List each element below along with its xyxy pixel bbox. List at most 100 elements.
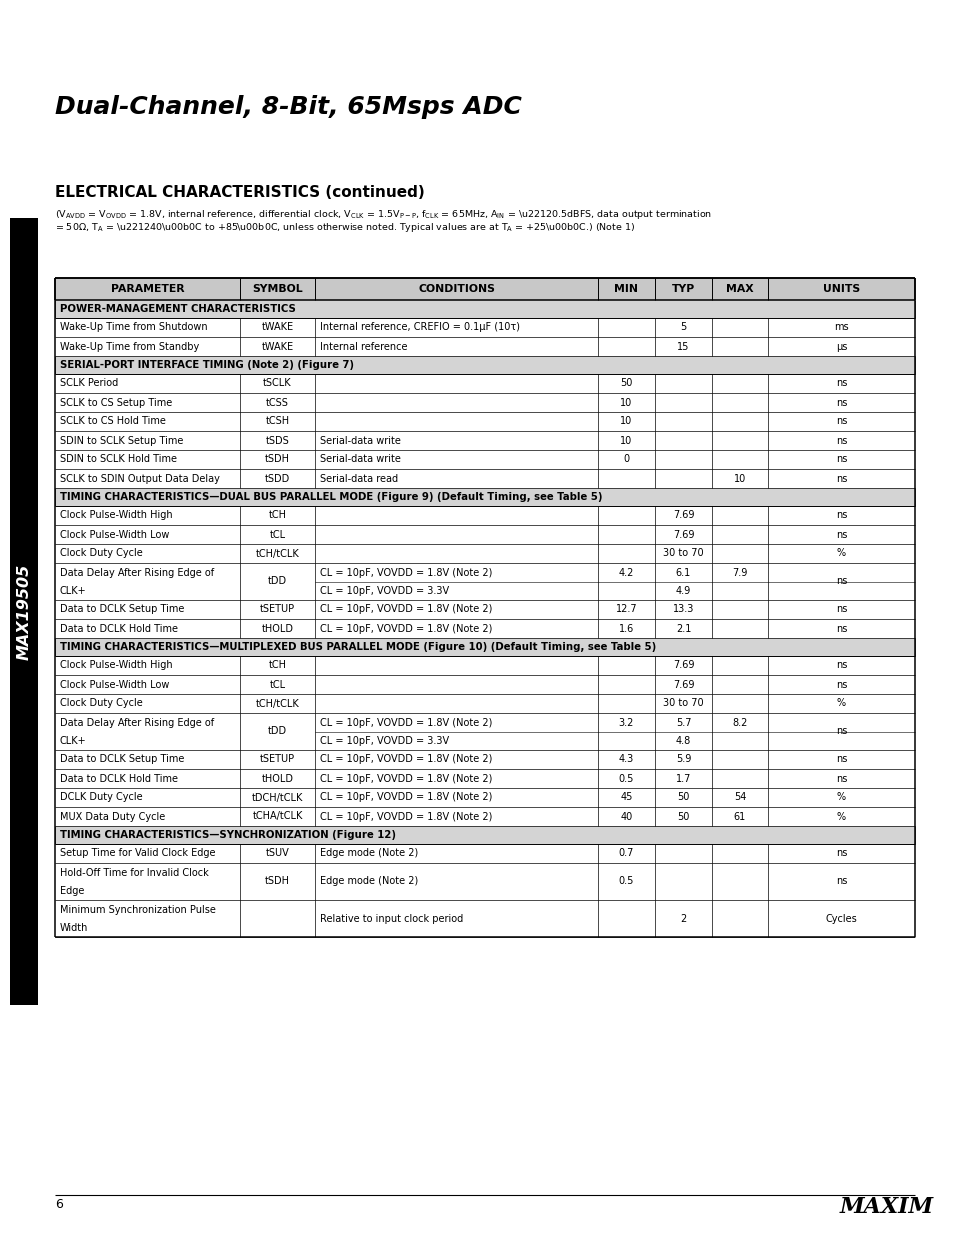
Text: ns: ns [835, 577, 846, 587]
Text: tWAKE: tWAKE [261, 342, 294, 352]
Text: Dual-Channel, 8-Bit, 65Msps ADC: Dual-Channel, 8-Bit, 65Msps ADC [55, 95, 521, 119]
Text: ns: ns [835, 726, 846, 736]
Text: Relative to input clock period: Relative to input clock period [319, 914, 463, 924]
Text: CONDITIONS: CONDITIONS [417, 284, 495, 294]
Text: Wake-Up Time from Standby: Wake-Up Time from Standby [60, 342, 199, 352]
Text: 50: 50 [619, 378, 632, 389]
Text: Edge mode (Note 2): Edge mode (Note 2) [319, 877, 417, 887]
Text: SCLK Period: SCLK Period [60, 378, 118, 389]
Text: 54: 54 [733, 793, 745, 803]
Text: Serial-data write: Serial-data write [319, 436, 400, 446]
Text: tHOLD: tHOLD [261, 773, 294, 783]
Text: CLK+: CLK+ [60, 585, 87, 595]
Text: %: % [836, 548, 845, 558]
Text: Hold-Off Time for Invalid Clock: Hold-Off Time for Invalid Clock [60, 868, 209, 878]
Text: SCLK to CS Setup Time: SCLK to CS Setup Time [60, 398, 172, 408]
Text: ns: ns [835, 773, 846, 783]
Text: 10: 10 [619, 398, 632, 408]
Text: tCL: tCL [269, 530, 285, 540]
Text: tHOLD: tHOLD [261, 624, 294, 634]
Text: 40: 40 [619, 811, 632, 821]
Text: tCL: tCL [269, 679, 285, 689]
Text: Clock Pulse-Width High: Clock Pulse-Width High [60, 661, 172, 671]
Text: Data to DCLK Hold Time: Data to DCLK Hold Time [60, 773, 178, 783]
Text: Wake-Up Time from Shutdown: Wake-Up Time from Shutdown [60, 322, 208, 332]
Text: SDIN to SCLK Hold Time: SDIN to SCLK Hold Time [60, 454, 177, 464]
Text: Clock Duty Cycle: Clock Duty Cycle [60, 548, 143, 558]
Bar [55, 826, 914, 844]
Text: tSDS: tSDS [265, 436, 289, 446]
Text: 4.9: 4.9 [675, 585, 690, 595]
Text: CL = 10pF, VOVDD = 1.8V (Note 2): CL = 10pF, VOVDD = 1.8V (Note 2) [319, 568, 492, 578]
Text: tSETUP: tSETUP [259, 755, 294, 764]
Text: MAXIM: MAXIM [840, 1195, 933, 1218]
Text: %: % [836, 793, 845, 803]
Text: 0.5: 0.5 [618, 877, 634, 887]
Text: SYMBOL: SYMBOL [252, 284, 302, 294]
Text: ns: ns [835, 624, 846, 634]
Text: 10: 10 [619, 436, 632, 446]
Text: 5: 5 [679, 322, 686, 332]
Text: SCLK to SDIN Output Data Delay: SCLK to SDIN Output Data Delay [60, 473, 219, 483]
Text: Width: Width [60, 923, 89, 932]
Text: 12.7: 12.7 [615, 604, 637, 615]
Text: CL = 10pF, VOVDD = 1.8V (Note 2): CL = 10pF, VOVDD = 1.8V (Note 2) [319, 811, 492, 821]
Text: tSDD: tSDD [265, 473, 290, 483]
Text: ns: ns [835, 755, 846, 764]
Text: 5.7: 5.7 [675, 718, 691, 727]
Text: Clock Pulse-Width Low: Clock Pulse-Width Low [60, 530, 170, 540]
Text: TIMING CHARACTERISTICS—SYNCHRONIZATION (Figure 12): TIMING CHARACTERISTICS—SYNCHRONIZATION (… [60, 830, 395, 840]
Text: Data Delay After Rising Edge of: Data Delay After Rising Edge of [60, 568, 213, 578]
Text: 13.3: 13.3 [672, 604, 694, 615]
Text: 1.6: 1.6 [618, 624, 634, 634]
Text: tWAKE: tWAKE [261, 322, 294, 332]
Text: 10: 10 [733, 473, 745, 483]
Text: Minimum Synchronization Pulse: Minimum Synchronization Pulse [60, 905, 215, 915]
Text: tCSH: tCSH [265, 416, 290, 426]
Text: 50: 50 [677, 793, 689, 803]
Text: 2.1: 2.1 [675, 624, 691, 634]
Text: Data Delay After Rising Edge of: Data Delay After Rising Edge of [60, 718, 213, 727]
Text: 1.7: 1.7 [675, 773, 691, 783]
Text: CL = 10pF, VOVDD = 1.8V (Note 2): CL = 10pF, VOVDD = 1.8V (Note 2) [319, 793, 492, 803]
Text: MUX Data Duty Cycle: MUX Data Duty Cycle [60, 811, 165, 821]
Bar [55, 488, 914, 506]
Bar [55, 356, 914, 374]
Text: CL = 10pF, VOVDD = 3.3V: CL = 10pF, VOVDD = 3.3V [319, 585, 449, 595]
Text: 7.69: 7.69 [672, 679, 694, 689]
Text: ns: ns [835, 530, 846, 540]
Text: SCLK to CS Hold Time: SCLK to CS Hold Time [60, 416, 166, 426]
Text: μs: μs [835, 342, 846, 352]
Text: 7.69: 7.69 [672, 510, 694, 520]
Text: tCHA/tCLK: tCHA/tCLK [252, 811, 302, 821]
Text: TIMING CHARACTERISTICS—MULTIPLEXED BUS PARALLEL MODE (Figure 10) (Default Timing: TIMING CHARACTERISTICS—MULTIPLEXED BUS P… [60, 642, 656, 652]
Text: 6: 6 [55, 1198, 63, 1212]
Text: Serial-data write: Serial-data write [319, 454, 400, 464]
Text: 4.2: 4.2 [618, 568, 634, 578]
Text: 0.7: 0.7 [618, 848, 634, 858]
Text: ns: ns [835, 378, 846, 389]
Text: tCH: tCH [268, 661, 286, 671]
Text: UNITS: UNITS [822, 284, 860, 294]
Text: Edge mode (Note 2): Edge mode (Note 2) [319, 848, 417, 858]
Text: 5.9: 5.9 [675, 755, 691, 764]
Text: = 50$\Omega$, T$_{\rm A}$ = \u221240\u00b0C to +85\u00b0C, unless otherwise note: = 50$\Omega$, T$_{\rm A}$ = \u221240\u00… [55, 221, 635, 233]
Text: TIMING CHARACTERISTICS—DUAL BUS PARALLEL MODE (Figure 9) (Default Timing, see Ta: TIMING CHARACTERISTICS—DUAL BUS PARALLEL… [60, 492, 602, 501]
Text: 2: 2 [679, 914, 686, 924]
Text: tCH: tCH [268, 510, 286, 520]
Text: 50: 50 [677, 811, 689, 821]
Text: 45: 45 [619, 793, 632, 803]
Text: Internal reference, CREFIO = 0.1μF (10τ): Internal reference, CREFIO = 0.1μF (10τ) [319, 322, 519, 332]
Text: Data to DCLK Setup Time: Data to DCLK Setup Time [60, 604, 184, 615]
Text: Cycles: Cycles [824, 914, 857, 924]
Text: tDD: tDD [268, 577, 287, 587]
Text: CL = 10pF, VOVDD = 1.8V (Note 2): CL = 10pF, VOVDD = 1.8V (Note 2) [319, 773, 492, 783]
Text: CL = 10pF, VOVDD = 3.3V: CL = 10pF, VOVDD = 3.3V [319, 736, 449, 746]
Text: tSDH: tSDH [265, 877, 290, 887]
Text: ns: ns [835, 510, 846, 520]
Bar [55, 638, 914, 656]
Text: tDD: tDD [268, 726, 287, 736]
Text: 0: 0 [622, 454, 629, 464]
Text: tSUV: tSUV [265, 848, 289, 858]
Text: tSDH: tSDH [265, 454, 290, 464]
